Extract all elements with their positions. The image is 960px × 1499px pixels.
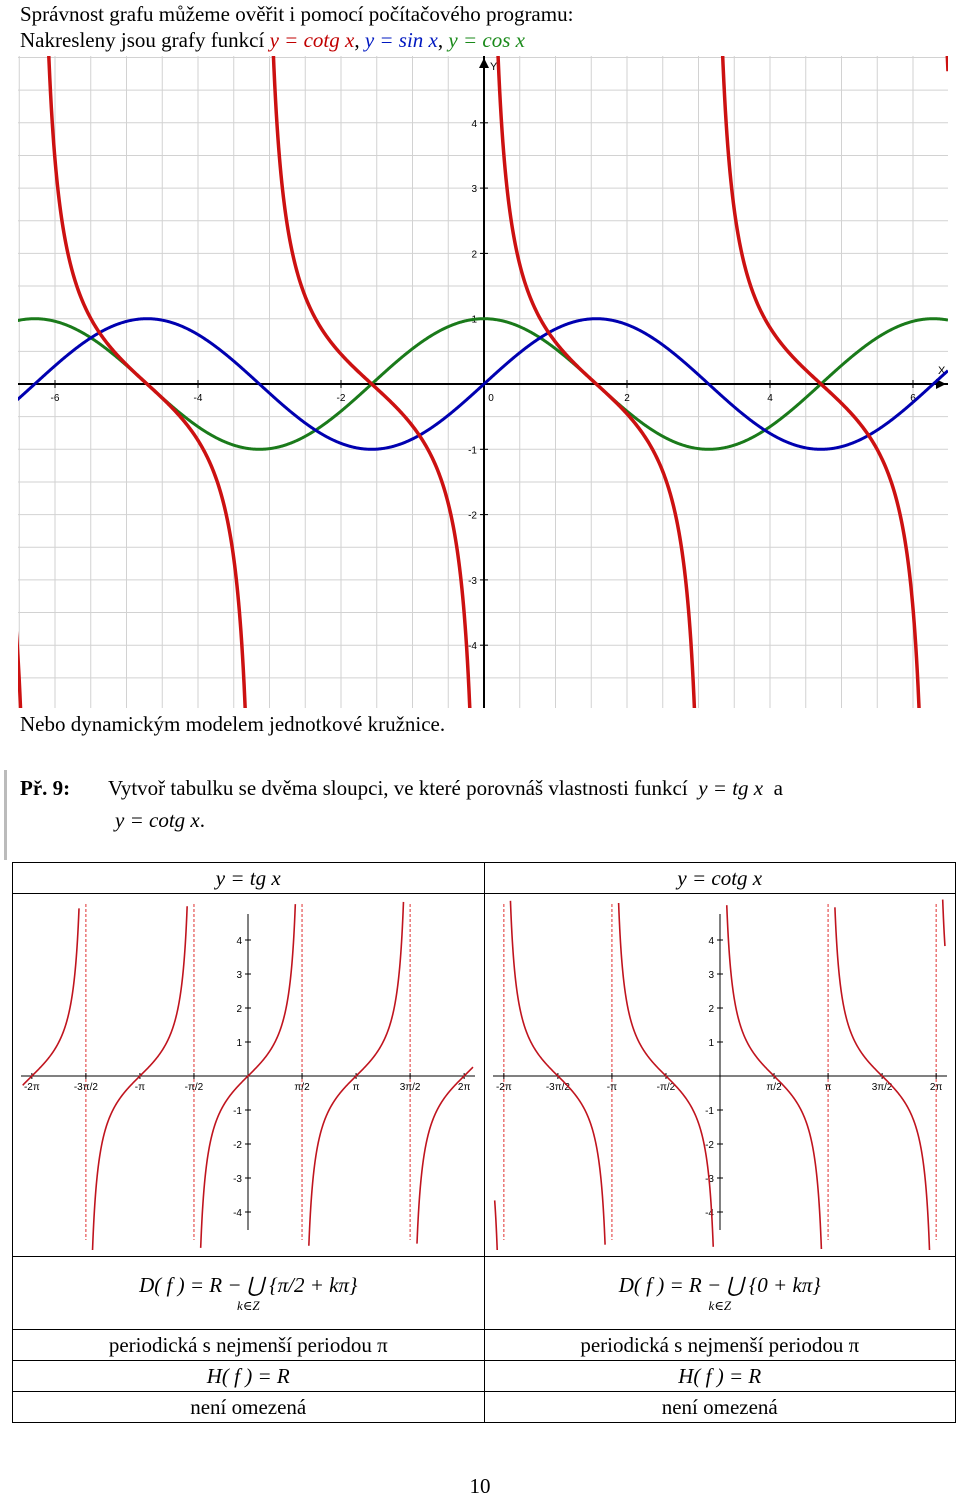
small-x-tick-label: -3π/2: [74, 1082, 99, 1093]
small-x-tick-label: -2π: [24, 1082, 40, 1093]
small-x-tick-label: π/2: [295, 1082, 311, 1093]
bounded-cotg: není omezená: [483, 1391, 956, 1423]
small-y-tick-label: 2: [708, 1004, 714, 1015]
small-x-tick-label: -π: [607, 1082, 617, 1093]
intro-line-2: Nakresleny jsou grafy funkcí y = cotg x,…: [20, 28, 525, 53]
small-x-tick-label: -π: [135, 1082, 145, 1093]
small-curve: [22, 901, 474, 1251]
small-x-tick-label: -π/2: [656, 1082, 675, 1093]
cotg-curve: [18, 56, 948, 708]
small-x-tick-label: -2π: [496, 1082, 512, 1093]
small-curve: [493, 899, 946, 1253]
label-sin: y = sin x: [364, 28, 438, 52]
y-tick-label: 2: [471, 249, 477, 260]
page-number: 10: [469, 1474, 491, 1498]
example-label: Př. 9:: [20, 776, 71, 800]
x-tick-label: 2: [624, 393, 630, 404]
domain-cotg: D( f ) = R − ⋃ {0 + kπ} k∈Z: [483, 1256, 956, 1330]
example-text-2: y = cotg x.: [115, 808, 205, 833]
bounded-tg: není omezená: [12, 1391, 485, 1423]
small-y-tick-label: -2: [705, 1140, 714, 1151]
label-cos: y = cos x: [448, 28, 525, 52]
small-y-tick-label: 4: [237, 936, 243, 947]
y-axis-label: Y: [490, 61, 498, 73]
x-tick-label: -6: [51, 393, 60, 404]
example-conj: a: [773, 776, 783, 800]
small-x-tick-label: π: [353, 1082, 360, 1093]
range-cotg: H( f ) = R: [483, 1360, 956, 1392]
sin-curve: [18, 317, 948, 451]
intro-line-1: Správnost grafu můžeme ověřit i pomocí p…: [20, 2, 574, 26]
domain-tg-sub: k∈Z: [236, 1297, 260, 1313]
small-y-tick-label: 1: [237, 1038, 243, 1049]
y-tick-label: -1: [468, 445, 477, 456]
small-y-tick-label: -4: [233, 1208, 242, 1219]
small-y-tick-label: -4: [705, 1208, 714, 1219]
example-f1: y = tg x: [698, 776, 764, 800]
small-x-tick-label: 3π/2: [871, 1082, 892, 1093]
dynamic-model-text: Nebo dynamickým modelem jednotkové kružn…: [20, 712, 446, 736]
y-tick-label: -4: [468, 641, 477, 652]
small-y-tick-label: -1: [705, 1106, 714, 1117]
x-tick-label: 4: [767, 393, 773, 404]
small-x-tick-label: 2π: [930, 1082, 943, 1093]
example-sentence: Vytvoř tabulku se dvěma sloupci, ve kter…: [108, 776, 688, 800]
y-tick-label: 3: [471, 184, 477, 195]
example-f2: y = cotg x: [115, 808, 200, 832]
tg-chart: -2π -3π/2 -π -π/2 π/2 π 3π/2 2π -4 -3 -2 -1 1 2 3 4: [21, 901, 476, 1251]
x-axis-label: X: [938, 365, 946, 377]
y-arrow: [479, 58, 489, 68]
domain-tg-expr: D( f ) = R − ⋃ {π/2 + kπ}: [139, 1272, 358, 1297]
small-y-tick-label: 3: [237, 970, 243, 981]
domain-tg: D( f ) = R − ⋃ {π/2 + kπ} k∈Z: [12, 1256, 485, 1330]
y-tick-label: -2: [468, 511, 477, 522]
small-x-tick-label: 2π: [458, 1082, 471, 1093]
sep-1: ,: [354, 28, 360, 52]
header-tg: y = tg x: [12, 862, 485, 894]
small-y-tick-label: 1: [708, 1038, 714, 1049]
small-x-tick-label: π/2: [766, 1082, 782, 1093]
domain-cotg-expr: D( f ) = R − ⋃ {0 + kπ}: [618, 1272, 821, 1297]
period-cotg: periodická s nejmenší periodou π: [483, 1329, 956, 1361]
header-cotg: y = cotg x: [483, 862, 956, 894]
comparison-table: y = tg x y = cotg x -2π -3π/2 -π -π/2 π/2 π 3π…: [12, 862, 956, 1423]
small-y-tick-label: -3: [233, 1174, 242, 1185]
label-cotg: y = cotg x: [269, 28, 355, 52]
small-x-tick-label: -3π/2: [546, 1082, 571, 1093]
x-tick-label: 6: [910, 393, 916, 404]
small-y-tick-label: -1: [233, 1106, 242, 1117]
small-y-tick-label: 4: [708, 936, 714, 947]
small-x-tick-label: 3π/2: [400, 1082, 421, 1093]
x-tick-label: -4: [194, 393, 203, 404]
x-arrow: [936, 379, 946, 389]
small-x-tick-label: π: [824, 1082, 831, 1093]
y-tick-label: 4: [471, 119, 477, 130]
example-end: .: [199, 808, 205, 832]
intro-prefix: Nakresleny jsou grafy funkcí: [20, 28, 265, 52]
small-y-tick-label: -2: [233, 1140, 242, 1151]
period-tg: periodická s nejmenší periodou π: [12, 1329, 485, 1361]
y-tick-label: -3: [468, 576, 477, 587]
cotg-graph-cell: -2π -3π/2 -π -π/2 π/2 π 3π/2 2π -4 -3 -2 -1 1 2 3 4: [483, 893, 956, 1257]
domain-cotg-sub: k∈Z: [708, 1297, 732, 1313]
example-side-bar: [4, 770, 7, 860]
tg-graph-cell: -2π -3π/2 -π -π/2 π/2 π 3π/2 2π -4 -3 -2 -1 1 2 3 4: [12, 893, 485, 1257]
x-tick-label: 0: [488, 393, 494, 404]
small-y-tick-label: 3: [708, 970, 714, 981]
x-tick-label: -2: [337, 393, 346, 404]
small-x-tick-label: -π/2: [185, 1082, 204, 1093]
sep-2: ,: [437, 28, 444, 52]
small-y-tick-label: 2: [237, 1004, 243, 1015]
range-tg: H( f ) = R: [12, 1360, 485, 1392]
example-text: Vytvoř tabulku se dvěma sloupci, ve kter…: [108, 776, 783, 801]
